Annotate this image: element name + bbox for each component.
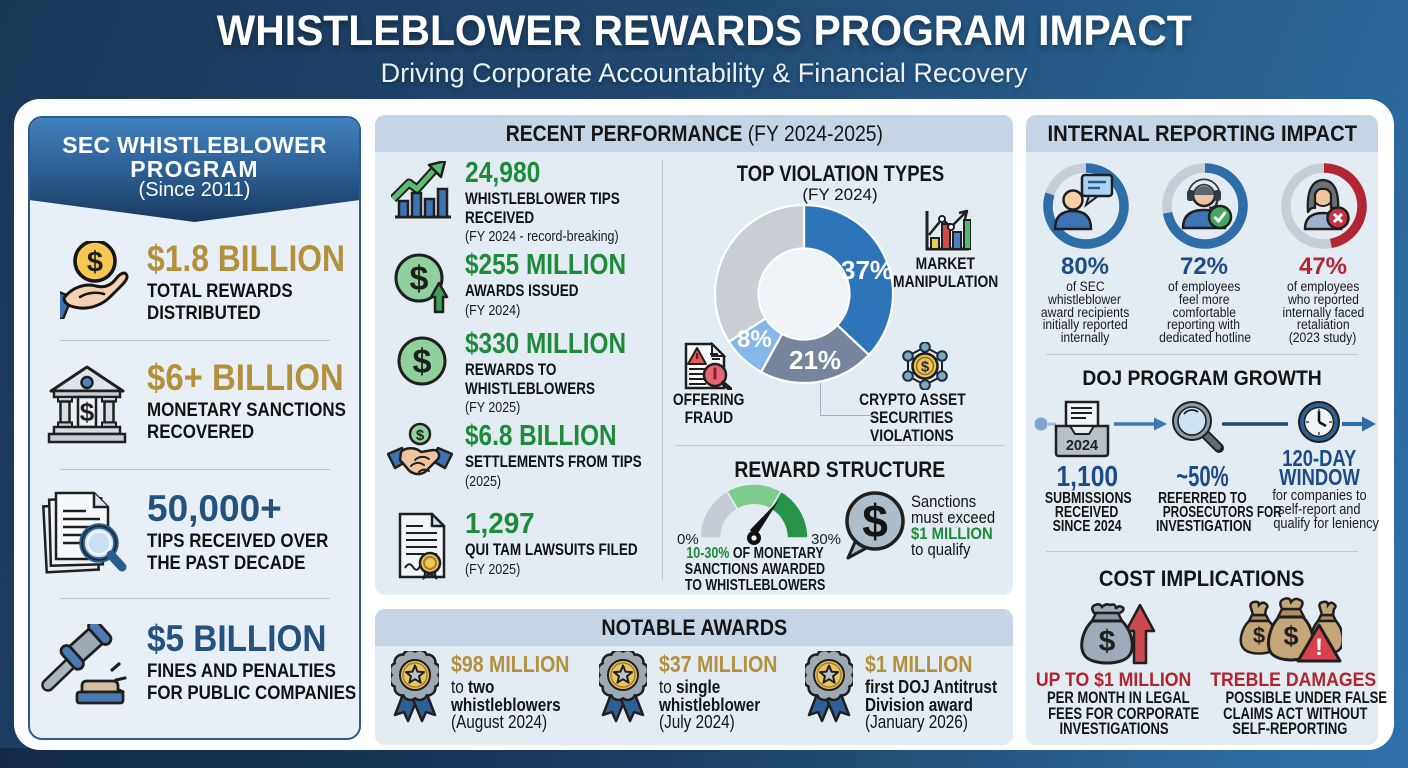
svg-text:$: $ bbox=[87, 247, 103, 279]
svg-text:2024: 2024 bbox=[1066, 438, 1098, 454]
svg-text:$: $ bbox=[921, 359, 930, 376]
svg-text:$: $ bbox=[1253, 623, 1265, 648]
svg-text:$: $ bbox=[416, 427, 425, 444]
svg-text:!: ! bbox=[1315, 634, 1323, 661]
svg-text:$: $ bbox=[80, 397, 95, 427]
svg-text:$: $ bbox=[1099, 625, 1116, 658]
svg-text:$: $ bbox=[410, 260, 429, 298]
svg-text:$: $ bbox=[413, 343, 432, 381]
svg-text:$: $ bbox=[1283, 621, 1298, 651]
svg-text:$: $ bbox=[862, 495, 888, 547]
